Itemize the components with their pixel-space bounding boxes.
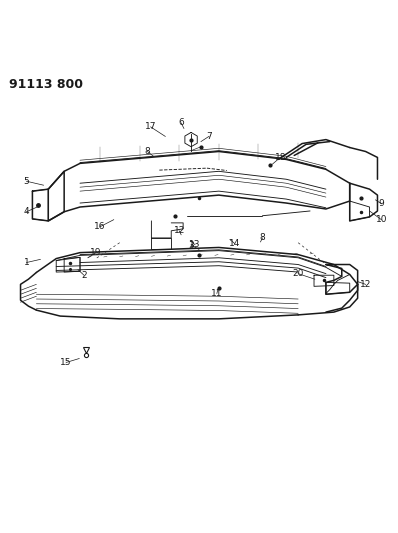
Text: 17: 17 [145,123,156,132]
Text: 91113 800: 91113 800 [9,78,83,91]
Text: 2: 2 [81,271,87,280]
Text: 11: 11 [211,289,222,298]
Text: 4: 4 [23,207,29,216]
Text: 8: 8 [259,233,265,243]
Text: 16: 16 [94,222,105,231]
Text: 5: 5 [23,177,29,185]
Text: 19: 19 [90,248,101,257]
Text: 14: 14 [229,239,240,248]
Text: 10: 10 [376,215,387,224]
Text: 8: 8 [144,147,150,156]
Text: 9: 9 [378,199,384,208]
Text: 13: 13 [189,240,201,249]
Text: 15: 15 [60,358,72,367]
Text: 1: 1 [23,258,29,267]
Text: 12: 12 [360,280,371,289]
Text: 7: 7 [206,132,212,141]
Text: 3: 3 [188,240,194,249]
Text: 6: 6 [178,118,184,127]
Text: 12: 12 [174,227,185,235]
Text: 18: 18 [275,153,286,162]
Text: 20: 20 [293,269,304,278]
